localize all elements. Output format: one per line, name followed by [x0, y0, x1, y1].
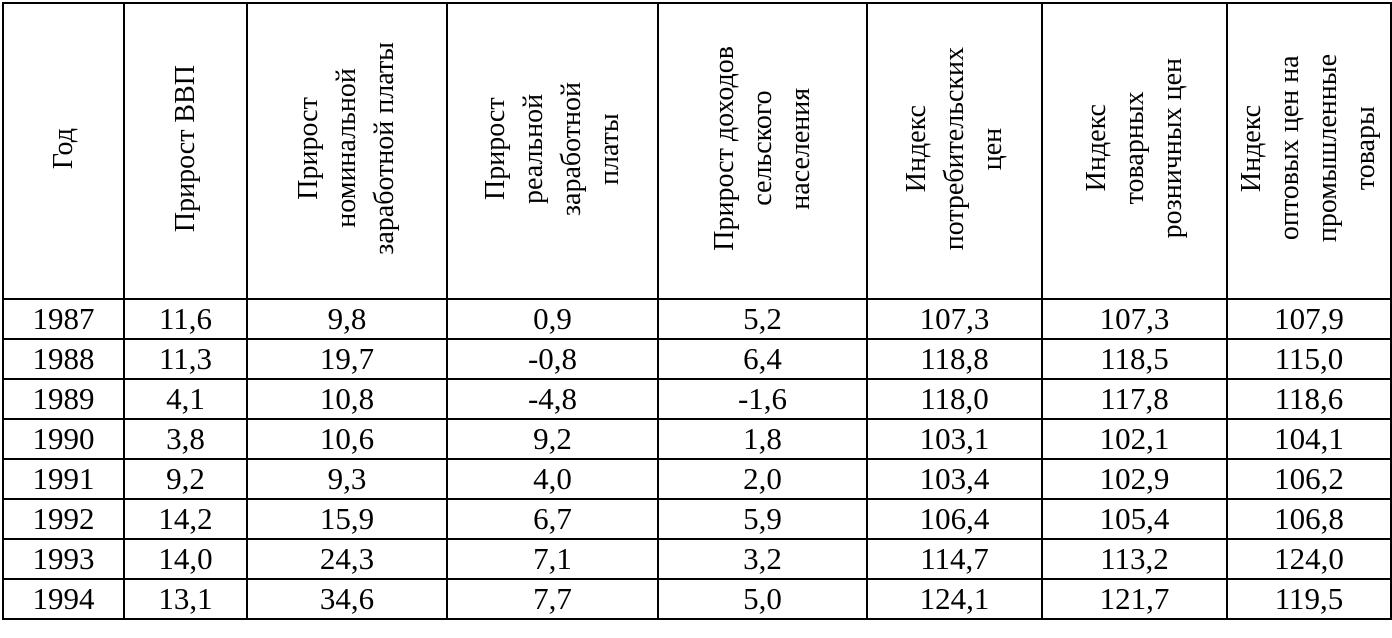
- column-header-year: Год: [2, 2, 125, 300]
- data-cell: 34,6: [246, 578, 448, 620]
- data-cell: -4,8: [446, 378, 659, 420]
- column-header-rural-income-growth: Прирост доходов сельского населения: [657, 2, 868, 300]
- data-cell: 4,1: [123, 378, 248, 420]
- table-row: 1994 13,1 34,6 7,7 5,0 124,1 121,7 119,5: [2, 578, 1392, 620]
- table-row: 1993 14,0 24,3 7,1 3,2 114,7 113,2 124,0: [2, 538, 1392, 580]
- table-row: 1989 4,1 10,8 -4,8 -1,6 118,0 117,8 118,…: [2, 378, 1392, 420]
- data-cell: 106,8: [1226, 498, 1392, 540]
- data-cell: 106,4: [866, 498, 1043, 540]
- column-header-label: Индекс потребительских цен: [900, 46, 1008, 251]
- data-cell: 117,8: [1041, 378, 1228, 420]
- column-header-retail-price-index: Индекс товарных розничных цен: [1041, 2, 1228, 300]
- data-cell: 11,3: [123, 338, 248, 380]
- table-row: 1990 3,8 10,6 9,2 1,8 103,1 102,1 104,1: [2, 418, 1392, 460]
- data-cell: 3,2: [657, 538, 868, 580]
- data-cell: 9,3: [246, 458, 448, 500]
- data-cell: 9,8: [246, 298, 448, 340]
- data-cell: 103,1: [866, 418, 1043, 460]
- data-cell: 6,4: [657, 338, 868, 380]
- data-cell: 107,3: [1041, 298, 1228, 340]
- data-cell: 103,4: [866, 458, 1043, 500]
- data-cell: 10,8: [246, 378, 448, 420]
- year-cell: 1994: [2, 578, 125, 620]
- data-cell: 121,7: [1041, 578, 1228, 620]
- year-cell: 1987: [2, 298, 125, 340]
- economic-indicators-table: Год Прирост ВВП Прирост номинальной зара…: [2, 2, 1392, 620]
- header-row: Год Прирост ВВП Прирост номинальной зара…: [2, 2, 1392, 300]
- column-header-label: Прирост реальной заработной платы: [479, 81, 625, 216]
- data-cell: 124,1: [866, 578, 1043, 620]
- data-cell: 118,0: [866, 378, 1043, 420]
- data-cell: 11,6: [123, 298, 248, 340]
- data-cell: 119,5: [1226, 578, 1392, 620]
- table-row: 1988 11,3 19,7 -0,8 6,4 118,8 118,5 115,…: [2, 338, 1392, 380]
- column-header-label: Прирост номинальной заработной платы: [293, 42, 400, 255]
- data-cell: 6,7: [446, 498, 659, 540]
- column-header-label: Год: [47, 127, 79, 170]
- data-cell: 9,2: [446, 418, 659, 460]
- data-cell: 3,8: [123, 418, 248, 460]
- data-cell: 107,3: [866, 298, 1043, 340]
- data-cell: 14,0: [123, 538, 248, 580]
- column-header-label: Прирост доходов сельского населения: [708, 46, 816, 251]
- year-cell: 1990: [2, 418, 125, 460]
- data-cell: 9,2: [123, 458, 248, 500]
- data-cell: 7,7: [446, 578, 659, 620]
- column-header-label: Индекс оптовых цен на промышленные товар…: [1236, 54, 1381, 243]
- data-cell: 102,1: [1041, 418, 1228, 460]
- year-cell: 1988: [2, 338, 125, 380]
- data-cell: 118,5: [1041, 338, 1228, 380]
- table-row: 1992 14,2 15,9 6,7 5,9 106,4 105,4 106,8: [2, 498, 1392, 540]
- data-cell: 0,9: [446, 298, 659, 340]
- data-cell: 4,0: [446, 458, 659, 500]
- data-cell: 24,3: [246, 538, 448, 580]
- table-row: 1991 9,2 9,3 4,0 2,0 103,4 102,9 106,2: [2, 458, 1392, 500]
- data-cell: 102,9: [1041, 458, 1228, 500]
- data-cell: 113,2: [1041, 538, 1228, 580]
- column-header-real-wage-growth: Прирост реальной заработной платы: [446, 2, 659, 300]
- data-cell: 2,0: [657, 458, 868, 500]
- data-cell: 5,9: [657, 498, 868, 540]
- data-cell: 107,9: [1226, 298, 1392, 340]
- year-cell: 1992: [2, 498, 125, 540]
- data-cell: 10,6: [246, 418, 448, 460]
- column-header-wholesale-price-index: Индекс оптовых цен на промышленные товар…: [1226, 2, 1392, 300]
- data-cell: 13,1: [123, 578, 248, 620]
- year-cell: 1991: [2, 458, 125, 500]
- column-header-nominal-wage-growth: Прирост номинальной заработной платы: [246, 2, 448, 300]
- data-cell: 114,7: [866, 538, 1043, 580]
- data-cell: 106,2: [1226, 458, 1392, 500]
- data-cell: -1,6: [657, 378, 868, 420]
- data-cell: 14,2: [123, 498, 248, 540]
- data-cell: 105,4: [1041, 498, 1228, 540]
- table-row: 1987 11,6 9,8 0,9 5,2 107,3 107,3 107,9: [2, 298, 1392, 340]
- data-cell: 124,0: [1226, 538, 1392, 580]
- data-cell: 7,1: [446, 538, 659, 580]
- data-cell: 19,7: [246, 338, 448, 380]
- column-header-gdp-growth: Прирост ВВП: [123, 2, 248, 300]
- data-cell: -0,8: [446, 338, 659, 380]
- data-cell: 1,8: [657, 418, 868, 460]
- data-cell: 5,0: [657, 578, 868, 620]
- column-header-consumer-price-index: Индекс потребительских цен: [866, 2, 1043, 300]
- data-cell: 118,8: [866, 338, 1043, 380]
- data-cell: 115,0: [1226, 338, 1392, 380]
- data-cell: 15,9: [246, 498, 448, 540]
- column-header-label: Прирост ВВП: [169, 64, 201, 233]
- column-header-label: Индекс товарных розничных цен: [1080, 58, 1188, 239]
- year-cell: 1993: [2, 538, 125, 580]
- year-cell: 1989: [2, 378, 125, 420]
- data-cell: 5,2: [657, 298, 868, 340]
- data-cell: 118,6: [1226, 378, 1392, 420]
- data-cell: 104,1: [1226, 418, 1392, 460]
